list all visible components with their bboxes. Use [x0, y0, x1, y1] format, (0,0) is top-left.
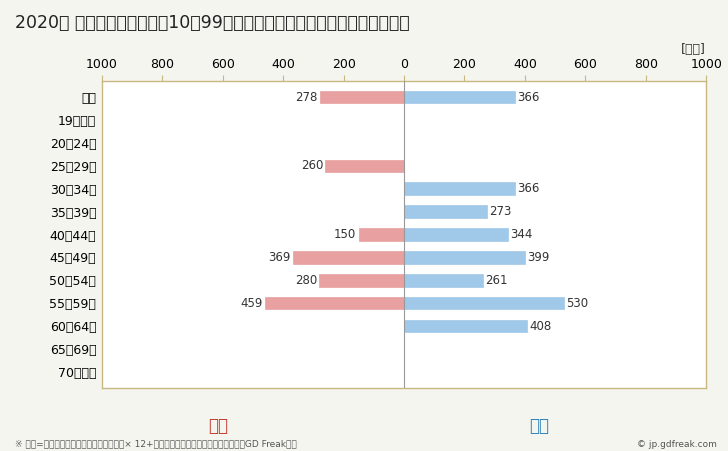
Text: 150: 150	[334, 228, 356, 241]
Bar	[325, 160, 404, 172]
Bar	[404, 205, 486, 218]
Bar	[293, 251, 404, 264]
Text: ※ 年収=「きまって支給する現金給与額」× 12+「年間賞与その他特別給与額」としてGD Freak推計: ※ 年収=「きまって支給する現金給与額」× 12+「年間賞与その他特別給与額」と…	[15, 440, 296, 449]
Bar	[404, 320, 527, 332]
Text: 2020年 民間企業（従業者数10～99人）フルタイム労働者の男女別平均年収: 2020年 民間企業（従業者数10～99人）フルタイム労働者の男女別平均年収	[15, 14, 409, 32]
Text: 369: 369	[268, 251, 290, 264]
Bar	[404, 91, 515, 103]
Bar	[404, 297, 564, 309]
Bar	[359, 228, 404, 241]
Bar	[404, 183, 515, 195]
Text: 459: 459	[240, 297, 263, 310]
Text: © jp.gdfreak.com: © jp.gdfreak.com	[637, 440, 717, 449]
Bar	[404, 251, 525, 264]
Text: 399: 399	[527, 251, 550, 264]
Text: 530: 530	[566, 297, 589, 310]
Bar	[404, 274, 483, 286]
Text: 261: 261	[486, 274, 508, 287]
Bar	[404, 228, 508, 241]
Text: 260: 260	[301, 159, 323, 172]
Text: 男性: 男性	[529, 417, 549, 435]
Text: 408: 408	[530, 320, 552, 332]
Text: 273: 273	[489, 205, 511, 218]
Text: 280: 280	[295, 274, 317, 287]
Bar	[320, 274, 404, 286]
Text: 366: 366	[517, 182, 539, 195]
Bar	[266, 297, 404, 309]
Text: 女性: 女性	[208, 417, 229, 435]
Text: 344: 344	[510, 228, 533, 241]
Text: 278: 278	[296, 91, 317, 104]
Text: 366: 366	[517, 91, 539, 104]
Text: [万円]: [万円]	[681, 43, 706, 56]
Bar	[320, 91, 404, 103]
